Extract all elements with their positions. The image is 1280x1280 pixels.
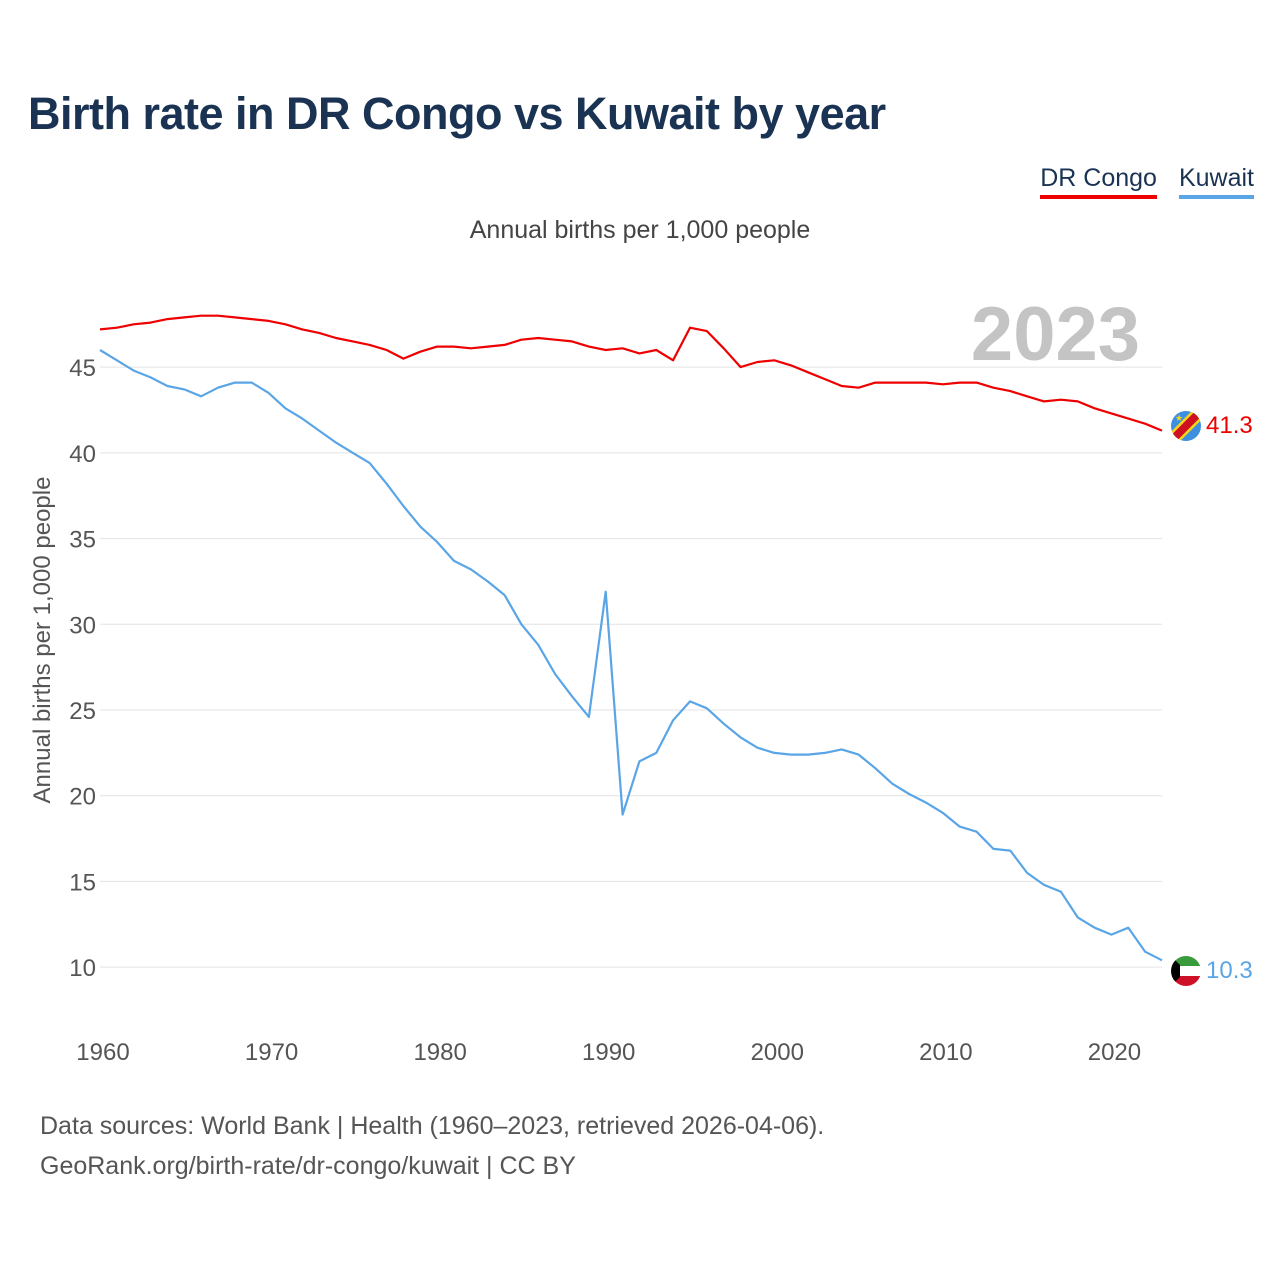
source-url[interactable]: GeoRank.org/birth-rate/dr-congo/kuwait |… — [40, 1152, 576, 1180]
year-watermark: 2023 — [971, 292, 1140, 377]
y-tick-label: 15 — [69, 869, 96, 896]
y-tick-label: 25 — [69, 698, 96, 725]
legend-item-dr-congo[interactable]: DR Congo — [1040, 164, 1157, 199]
y-tick-label: 45 — [69, 355, 96, 382]
x-tick-label: 1990 — [582, 1039, 635, 1066]
y-tick-label: 30 — [69, 612, 96, 639]
x-tick-label: 1980 — [413, 1039, 466, 1066]
dr-congo-end-value: 41.3 — [1206, 412, 1253, 439]
chart-subtitle: Annual births per 1,000 people — [469, 216, 811, 244]
dr-congo-flag-icon: ★ — [1171, 411, 1201, 441]
legend-item-kuwait[interactable]: Kuwait — [1178, 164, 1254, 199]
kuwait-end-value: 10.3 — [1206, 957, 1253, 984]
chart-title: Birth rate in DR Congo vs Kuwait by year — [28, 88, 886, 139]
y-tick-label: 35 — [69, 527, 96, 554]
y-tick-label: 40 — [69, 441, 96, 468]
svg-text:★: ★ — [1175, 413, 1183, 423]
y-tick-label: 20 — [69, 784, 96, 811]
x-tick-label: 2010 — [919, 1039, 972, 1066]
y-tick-label: 10 — [69, 955, 96, 982]
x-tick-label: 2000 — [751, 1039, 804, 1066]
source-note: Data sources: World Bank | Health (1960–… — [40, 1106, 824, 1186]
y-axis-label: Annual births per 1,000 people — [29, 477, 56, 804]
source-line: Data sources: World Bank | Health (1960–… — [40, 1112, 825, 1140]
kuwait-flag-icon — [1171, 956, 1201, 986]
x-tick-label: 1960 — [76, 1039, 129, 1066]
series-line-dr-congo — [99, 314, 1163, 432]
x-tick-label: 2020 — [1088, 1039, 1141, 1066]
legend: DR Congo Kuwait — [1040, 164, 1254, 199]
x-tick-label: 1970 — [245, 1039, 298, 1066]
series-line-kuwait — [99, 349, 1163, 962]
